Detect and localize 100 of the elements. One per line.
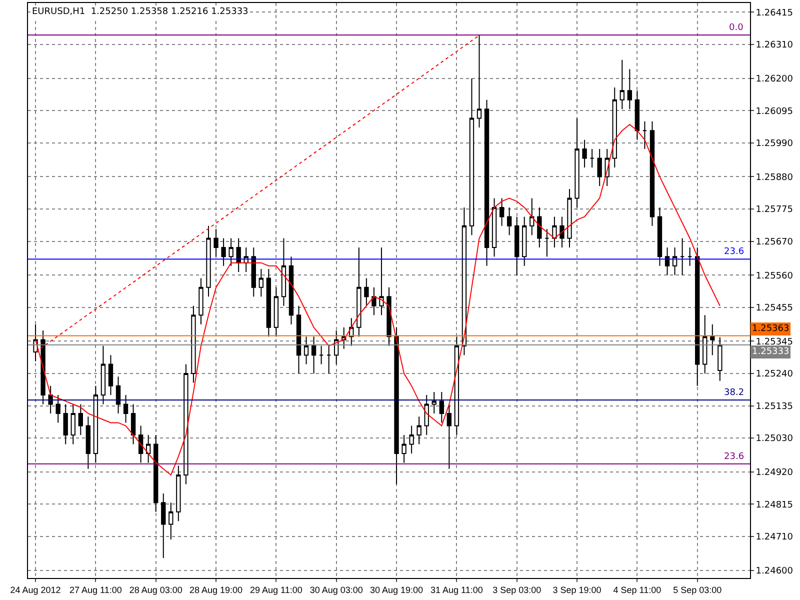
candlestick xyxy=(567,188,572,248)
candlestick xyxy=(70,404,76,445)
annotation: 23.6 xyxy=(724,247,744,257)
candlestick xyxy=(476,34,482,128)
candlestick xyxy=(191,305,196,384)
y-tick-label: 1.25880 xyxy=(756,172,794,183)
candlestick xyxy=(718,336,722,382)
candlestick xyxy=(326,345,332,374)
candlestick xyxy=(78,404,83,436)
candlestick xyxy=(687,246,692,266)
candlestick xyxy=(710,324,715,356)
candlestick xyxy=(506,206,512,236)
candlestick xyxy=(334,330,339,365)
candlestick xyxy=(574,118,580,208)
candlestick xyxy=(274,286,279,338)
candlestick xyxy=(657,206,662,266)
candlestick xyxy=(409,425,414,454)
candlestick xyxy=(499,198,504,226)
x-tick-label: 5 Sep 03:00 xyxy=(673,584,722,595)
y-tick-label: 1.26095 xyxy=(756,106,794,117)
x-tick-label: 29 Aug 11:00 xyxy=(250,584,302,595)
candlestick xyxy=(154,434,158,512)
x-tick-label: 28 Aug 03:00 xyxy=(129,584,182,595)
candlestick xyxy=(86,416,91,470)
candlestick xyxy=(281,238,286,306)
candlestick xyxy=(664,246,670,276)
candlestick xyxy=(266,268,272,338)
candlestick xyxy=(537,206,542,248)
candlestick xyxy=(402,434,406,464)
candlestick xyxy=(462,206,467,356)
candlestick xyxy=(702,314,708,374)
candlestick xyxy=(522,216,527,266)
ref-line-label: 1.25333 xyxy=(752,347,790,357)
candlestick xyxy=(221,238,226,266)
candlestick xyxy=(439,391,444,424)
x-tick-label: 3 Sep 19:00 xyxy=(552,584,602,595)
candlestick xyxy=(304,336,309,365)
candlestick xyxy=(161,492,166,559)
candlestick xyxy=(108,354,114,396)
x-tick-label: 30 Aug 19:00 xyxy=(370,584,424,595)
candlestick xyxy=(116,376,121,414)
candlestick xyxy=(627,68,632,110)
candlestick xyxy=(356,246,362,338)
candlestick xyxy=(530,198,534,236)
candlestick xyxy=(176,465,181,522)
candlestick xyxy=(612,87,617,168)
x-tick-label: 30 Aug 03:00 xyxy=(310,584,363,595)
candlestick xyxy=(214,228,218,258)
candlestick xyxy=(634,90,640,140)
x-tick-label: 28 Aug 19:00 xyxy=(189,584,243,595)
candlestick xyxy=(680,238,685,276)
candlestick xyxy=(469,78,474,236)
annotation: 23.6 xyxy=(724,452,744,462)
candlestick xyxy=(130,404,136,445)
candlestick xyxy=(552,216,557,248)
x-tick-label: 27 Aug 11:00 xyxy=(69,584,122,595)
y-tick-label: 1.26415 xyxy=(756,8,794,18)
candlestick xyxy=(318,345,324,365)
candlestick xyxy=(454,336,460,436)
candlestick xyxy=(544,228,550,258)
candlestick xyxy=(642,120,648,150)
candlestick xyxy=(416,416,422,445)
candlestick xyxy=(446,404,452,470)
y-tick-label: 1.25775 xyxy=(756,205,794,216)
x-tick-label: 3 Sep 03:00 xyxy=(492,584,542,595)
y-tick-label: 1.25240 xyxy=(756,370,794,380)
candlestick xyxy=(206,225,211,298)
candlestick xyxy=(492,198,497,258)
candlestick xyxy=(620,59,624,110)
candlestick xyxy=(288,256,294,325)
x-tick-label: 4 Sep 11:00 xyxy=(613,584,662,595)
candlestick xyxy=(258,268,264,298)
candlestick xyxy=(48,385,53,414)
candlestick xyxy=(100,345,106,405)
text: EURUSD,H1 1.25250 1.25358 1.25216 1.25333 xyxy=(32,7,248,17)
candlestick xyxy=(432,391,436,414)
annotation: 38.2 xyxy=(724,388,744,398)
candlestick xyxy=(251,246,256,298)
candlestick xyxy=(56,394,60,424)
y-tick-label: 1.25030 xyxy=(756,434,794,444)
ref-line-label: 1.25363 xyxy=(752,324,790,334)
y-tick-label: 1.24600 xyxy=(756,566,794,576)
candlestick xyxy=(311,336,316,374)
candlestick xyxy=(372,286,376,316)
candlestick xyxy=(582,139,587,168)
y-tick-label: 1.24710 xyxy=(756,532,794,543)
candlestick xyxy=(394,326,399,485)
candlestick xyxy=(184,364,188,485)
candlestick xyxy=(236,238,241,273)
candlestick xyxy=(168,502,174,540)
candlestick xyxy=(424,394,429,436)
candlestick xyxy=(146,434,151,464)
annotation: 0.0 xyxy=(729,23,744,33)
y-tick-label: 1.26200 xyxy=(756,74,794,84)
candlestick xyxy=(560,216,564,248)
candlestick xyxy=(514,216,520,276)
candlestick xyxy=(198,278,204,325)
y-tick-label: 1.25345 xyxy=(756,337,794,348)
y-tick-label: 1.26310 xyxy=(756,40,794,51)
candlestick xyxy=(695,246,700,386)
